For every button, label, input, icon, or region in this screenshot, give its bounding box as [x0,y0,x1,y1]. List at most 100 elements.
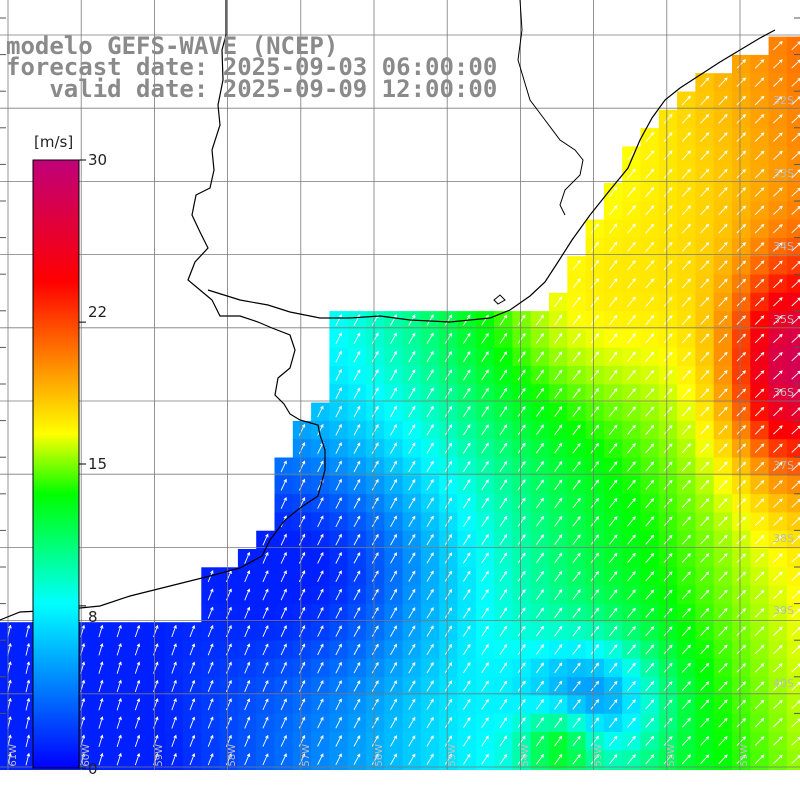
wind-arrow [317,753,324,765]
wind-arrow [627,296,636,307]
wind-arrow [627,497,636,509]
wind-arrow [663,315,673,325]
wind-arrow [444,479,452,491]
wind-arrow [463,570,471,582]
wind-arrow [499,406,508,417]
wind-arrow [298,661,306,674]
wind-arrow [718,717,728,728]
wind-arrow [499,589,508,600]
wind-arrow [645,497,655,509]
wind-arrow [718,370,728,380]
wind-arrow [298,643,306,656]
wind-arrow [499,607,508,619]
wind-arrow [535,680,544,692]
wind-arrow [627,406,636,417]
wind-arrow [645,443,655,454]
wind-arrow [390,570,397,582]
wind-arrow [390,698,397,711]
wind-speed-cell [0,768,19,770]
wind-arrow [773,95,783,106]
wind-arrow [390,606,397,619]
wind-arrow [700,388,710,399]
wind-arrow [645,644,655,655]
wind-arrow [663,754,673,765]
wind-arrow [754,315,765,325]
wind-arrow [736,480,747,490]
wind-arrow [663,205,673,216]
wind-arrow [700,77,710,88]
wind-arrow [390,442,397,454]
wind-arrow [517,625,526,637]
wind-arrow [572,717,581,728]
wind-arrow [590,387,600,399]
wind-arrow [608,205,618,216]
wind-arrow [645,699,655,710]
wind-arrow [718,168,728,179]
wind-arrow [481,552,489,564]
wind-speed-cell [786,402,800,422]
wind-arrow [573,773,580,783]
wind-arrow [663,717,673,728]
wind-speed-cell [640,768,660,770]
wind-arrow [134,734,141,747]
wind-arrow [317,405,324,418]
wind-arrow [408,643,416,656]
wind-speed-cell [146,768,166,770]
wind-arrow [317,551,324,564]
wind-arrow [590,406,600,417]
wind-arrow [517,534,526,546]
wind-arrow [627,424,636,435]
wind-arrow [263,772,268,783]
wind-arrow [444,405,452,418]
wind-arrow [317,680,324,692]
wind-arrow [736,608,747,618]
wind-arrow [371,698,379,711]
wind-arrow [773,297,783,307]
wind-arrow [554,369,563,381]
longitude-label: 57W [301,744,312,767]
wind-arrow [572,369,581,381]
wind-arrow [736,388,747,399]
wind-arrow [207,588,214,601]
wind-arrow [608,754,618,765]
wind-arrow [627,717,636,728]
wind-arrow [463,351,471,363]
wind-arrow [408,625,416,637]
wind-arrow [681,534,691,545]
wind-arrow [773,278,783,289]
wind-arrow [116,734,122,748]
wind-arrow [298,478,306,491]
wind-arrow [499,735,508,747]
wind-arrow [681,443,691,454]
wind-arrow [481,607,489,619]
wind-arrow [754,681,765,691]
wind-arrow [517,735,526,747]
wind-arrow [280,551,287,564]
wind-arrow [645,278,655,289]
wind-arrow [463,625,471,637]
wind-arrow [572,516,581,527]
wind-arrow [755,774,764,783]
wind-arrow [645,296,655,307]
wind-arrow [335,734,342,747]
wind-arrow [171,734,177,747]
wind-arrow [681,498,691,509]
wind-arrow [426,387,434,399]
wind-speed-cell [713,768,733,770]
wind-arrow [736,644,747,655]
wind-arrow [189,679,196,692]
wind-arrow [554,314,563,326]
wind-arrow [590,589,600,600]
wind-arrow [663,132,673,142]
wind-arrow [8,772,12,784]
wind-arrow [663,498,673,508]
wind-arrow [535,351,544,362]
wind-arrow [499,424,508,436]
wind-arrow [335,423,342,436]
wind-arrow [335,680,342,692]
wind-speed-cell [256,768,276,770]
wind-arrow [663,553,673,563]
wind-arrow [773,370,783,380]
wind-arrow [135,772,139,783]
wind-arrow [390,460,397,473]
